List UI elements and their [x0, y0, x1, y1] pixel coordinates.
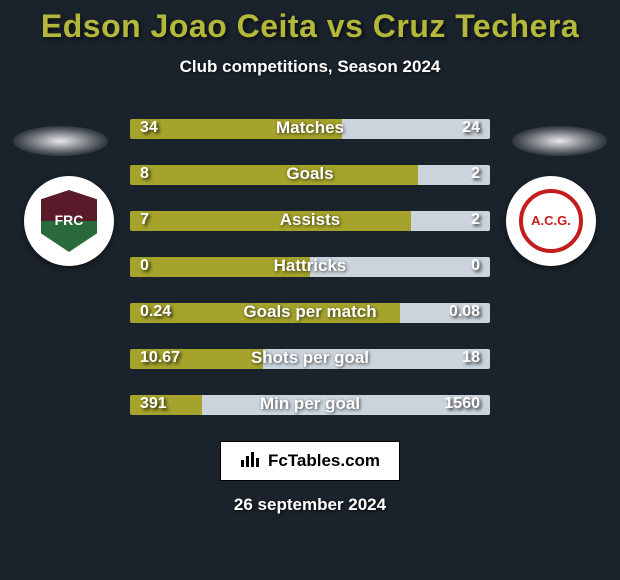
stat-bar-left	[130, 119, 342, 139]
stat-bar-right	[202, 395, 490, 415]
source-logo: FcTables.com	[220, 441, 400, 481]
stat-bar-track	[130, 119, 490, 139]
stat-row: 34Matches24	[130, 119, 490, 139]
stat-bar-left	[130, 165, 418, 185]
stat-bar-right	[418, 165, 490, 185]
stat-bar-right	[310, 257, 490, 277]
badge-glow-right	[512, 126, 607, 156]
stat-bar-left	[130, 349, 263, 369]
stat-row: 0.24Goals per match0.08	[130, 303, 490, 323]
card-title: Edson Joao Ceita vs Cruz Techera	[41, 8, 579, 45]
stat-bar-right	[263, 349, 490, 369]
stat-row: 391Min per goal1560	[130, 395, 490, 415]
crest-icon: A.C.G.	[519, 189, 583, 253]
stat-row: 10.67Shots per goal18	[130, 349, 490, 369]
chart-icon	[240, 450, 262, 473]
stat-bar-right	[411, 211, 490, 231]
footer-date: 26 september 2024	[234, 495, 386, 515]
stat-row: 7Assists2	[130, 211, 490, 231]
stat-row: 8Goals2	[130, 165, 490, 185]
stat-bar-track	[130, 211, 490, 231]
stat-row: 0Hattricks0	[130, 257, 490, 277]
badge-glow-left	[13, 126, 108, 156]
stat-bar-left	[130, 395, 202, 415]
stat-bar-track	[130, 349, 490, 369]
stat-bar-right	[342, 119, 490, 139]
stat-bar-track	[130, 257, 490, 277]
stat-bar-left	[130, 257, 310, 277]
stat-bar-right	[400, 303, 490, 323]
team-badge-right: A.C.G.	[506, 176, 596, 266]
stat-bar-track	[130, 165, 490, 185]
stat-bar-track	[130, 303, 490, 323]
shield-icon: FRC	[41, 190, 97, 252]
comparison-card: Edson Joao Ceita vs Cruz Techera Club co…	[0, 0, 620, 580]
badge-right-abbr: A.C.G.	[531, 214, 571, 228]
stat-bar-left	[130, 303, 400, 323]
card-subtitle: Club competitions, Season 2024	[180, 57, 441, 77]
team-badge-left: FRC	[24, 176, 114, 266]
badge-left-abbr: FRC	[55, 213, 84, 228]
stats-list: 34Matches24 8Goals2 7Assists2 0Hattricks0 0.…	[130, 119, 490, 415]
source-logo-text: FcTables.com	[268, 451, 380, 471]
stat-bar-left	[130, 211, 411, 231]
stat-bar-track	[130, 395, 490, 415]
